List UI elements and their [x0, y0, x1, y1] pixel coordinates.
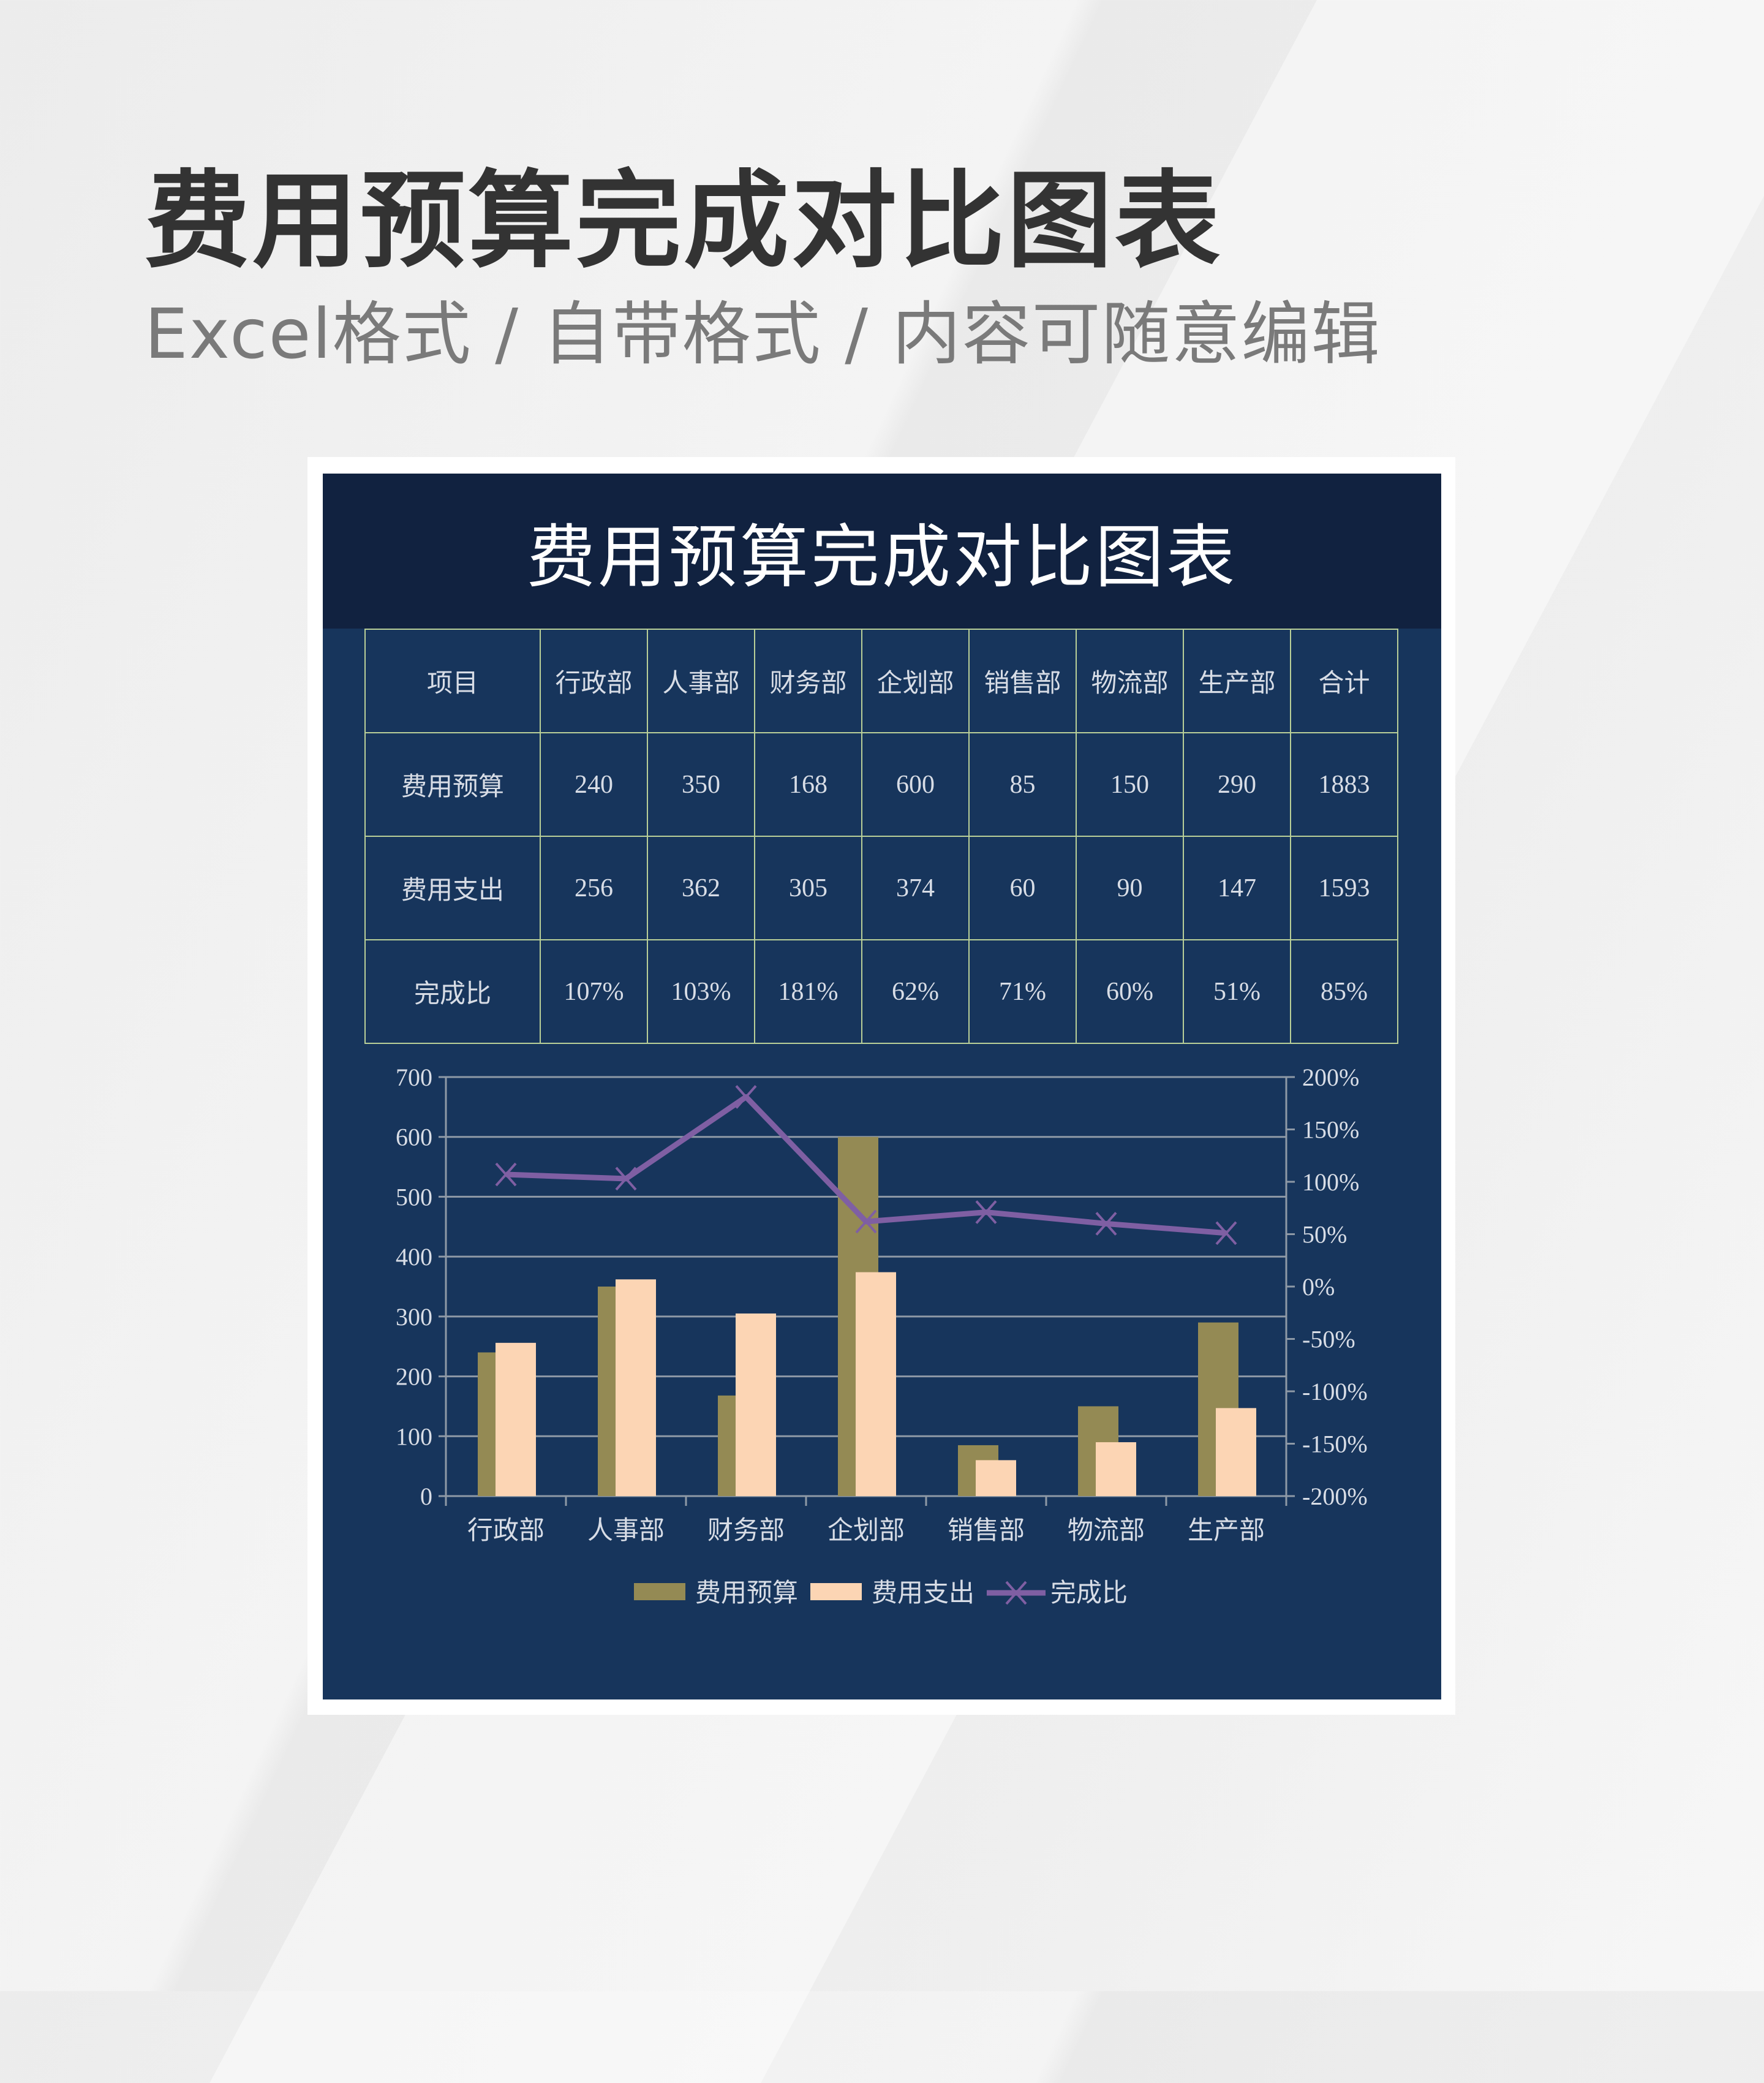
table-cell: 290: [1183, 732, 1291, 837]
bar-expense: [736, 1313, 776, 1496]
marker-stroke: [855, 1209, 877, 1234]
bar-expense: [976, 1460, 1016, 1496]
table-cell: 107%: [540, 939, 648, 1044]
x-tick-label: 财务部: [707, 1517, 785, 1545]
table-cell: 项目: [364, 629, 541, 733]
marker-stroke: [615, 1166, 637, 1191]
page-heading: 费用预算完成对比图表: [145, 159, 1223, 282]
table-cell: 256: [540, 836, 648, 940]
table-cell: 完成比: [364, 939, 541, 1044]
table-cell: 85%: [1290, 939, 1398, 1044]
y2-tick-label: -50%: [1302, 1326, 1355, 1353]
bar-expense: [1216, 1408, 1256, 1496]
table-cell: 168: [754, 732, 862, 837]
marker-stroke: [735, 1085, 757, 1109]
table-cell: 85: [968, 732, 1077, 837]
legend-swatch-budget: [634, 1583, 685, 1600]
data-table: 项目 行政部 人事部 财务部 企划部 销售部 物流部 生产部 合计 费用预算 240 350 168 60…: [364, 629, 1398, 1044]
bar-expense: [1096, 1442, 1136, 1496]
bar-expense: [496, 1342, 536, 1496]
table-header-row: 项目 行政部 人事部 财务部 企划部 销售部 物流部 生产部 合计: [364, 629, 1398, 733]
marker-x-icon: [855, 1209, 877, 1234]
table-cell: 374: [861, 836, 970, 940]
y-tick-label: 600: [396, 1124, 432, 1151]
y2-tick-label: -150%: [1302, 1431, 1368, 1458]
table-cell: 350: [647, 732, 755, 837]
table-row: 费用支出 256 362 305 374 60 90 147 1593: [364, 836, 1398, 940]
sheet-panel: 费用预算完成对比图表 项目 行政部 人事部 财务部 企划部 销售部 物流部 生产部 合计 费用预算…: [323, 474, 1441, 1699]
x-tick-label: 人事部: [587, 1517, 665, 1545]
legend: 费用预算 费用支出 完成比: [634, 1579, 1128, 1608]
table-cell: 销售部: [968, 629, 1077, 733]
marker-stroke: [975, 1200, 997, 1224]
x-tick-label: 销售部: [948, 1517, 1025, 1545]
marker-stroke: [1215, 1221, 1237, 1246]
sheet-title: 费用预算完成对比图表: [527, 520, 1237, 596]
table-cell: 60: [968, 836, 1077, 940]
table-cell: 费用支出: [364, 836, 541, 940]
table-cell: 600: [861, 732, 970, 837]
y-tick-label: 0: [420, 1483, 432, 1510]
marker-x-icon: [495, 1162, 517, 1187]
table-cell: 62%: [861, 939, 970, 1044]
x-tick-label: 行政部: [467, 1517, 545, 1545]
y2-tick-label: -100%: [1302, 1378, 1368, 1405]
y2-tick-label: 200%: [1302, 1064, 1359, 1091]
table-cell: 财务部: [754, 629, 862, 733]
x-tick-label: 生产部: [1188, 1517, 1265, 1545]
table-cell: 1593: [1290, 836, 1398, 940]
table-cell: 费用预算: [364, 732, 541, 837]
table-row: 费用预算 240 350 168 600 85 150 290 1883: [364, 732, 1398, 837]
table-cell: 147: [1183, 836, 1291, 940]
table-cell: 305: [754, 836, 862, 940]
legend-swatch-expense: [810, 1583, 862, 1600]
marker-x-icon: [975, 1200, 997, 1224]
marker-stroke: [495, 1162, 517, 1187]
y2-tick-label: 50%: [1302, 1221, 1347, 1249]
x-tick-label: 物流部: [1068, 1517, 1145, 1545]
y2-tick-label: -200%: [1302, 1483, 1368, 1510]
marker-x-icon: [1095, 1212, 1117, 1236]
marker-x-icon: [615, 1166, 637, 1191]
table-row: 完成比 107% 103% 181% 62% 71% 60% 51% 85%: [364, 939, 1398, 1044]
legend-label: 费用预算: [695, 1579, 798, 1608]
y-tick-label: 200: [396, 1363, 432, 1391]
y-tick-label: 700: [396, 1064, 432, 1091]
table-cell: 51%: [1183, 939, 1291, 1044]
table-cell: 企划部: [861, 629, 970, 733]
table-cell: 90: [1076, 836, 1184, 940]
bar-expense: [616, 1279, 656, 1496]
y2-tick-label: 0%: [1302, 1273, 1335, 1301]
table-cell: 行政部: [540, 629, 648, 733]
marker-x-icon: [735, 1085, 757, 1109]
table-cell: 103%: [647, 939, 755, 1044]
legend-marker: [1005, 1581, 1027, 1605]
marker-x-icon: [1215, 1221, 1237, 1246]
table-cell: 1883: [1290, 732, 1398, 837]
table-cell: 71%: [968, 939, 1077, 1044]
y-tick-label: 100: [396, 1423, 432, 1450]
table-cell: 181%: [754, 939, 862, 1044]
table-cell: 60%: [1076, 939, 1184, 1044]
sheet-title-band: 费用预算完成对比图表: [323, 474, 1441, 629]
combo-chart: 0 100 200 300 400 500 600 700 -200% -150% -100% -50…: [396, 1064, 1368, 1608]
marker-stroke: [1095, 1212, 1117, 1236]
table-cell: 240: [540, 732, 648, 837]
table-cell: 362: [647, 836, 755, 940]
y2-tick-label: 100%: [1302, 1168, 1359, 1196]
table-cell: 150: [1076, 732, 1184, 837]
y-tick-label: 300: [396, 1303, 432, 1331]
legend-label: 费用支出: [872, 1579, 974, 1608]
table-cell: 生产部: [1183, 629, 1291, 733]
y-tick-label: 500: [396, 1183, 432, 1211]
y-tick-label: 400: [396, 1243, 432, 1271]
table-cell: 合计: [1290, 629, 1398, 733]
y2-tick-label: 150%: [1302, 1116, 1359, 1144]
x-tick-label: 企划部: [827, 1516, 905, 1545]
table-cell: 物流部: [1076, 629, 1184, 733]
bar-expense: [856, 1272, 896, 1496]
page-subheading: Excel格式 / 自带格式 / 内容可随意编辑: [145, 295, 1381, 374]
legend-label: 完成比: [1050, 1579, 1128, 1608]
table-cell: 人事部: [647, 629, 755, 733]
